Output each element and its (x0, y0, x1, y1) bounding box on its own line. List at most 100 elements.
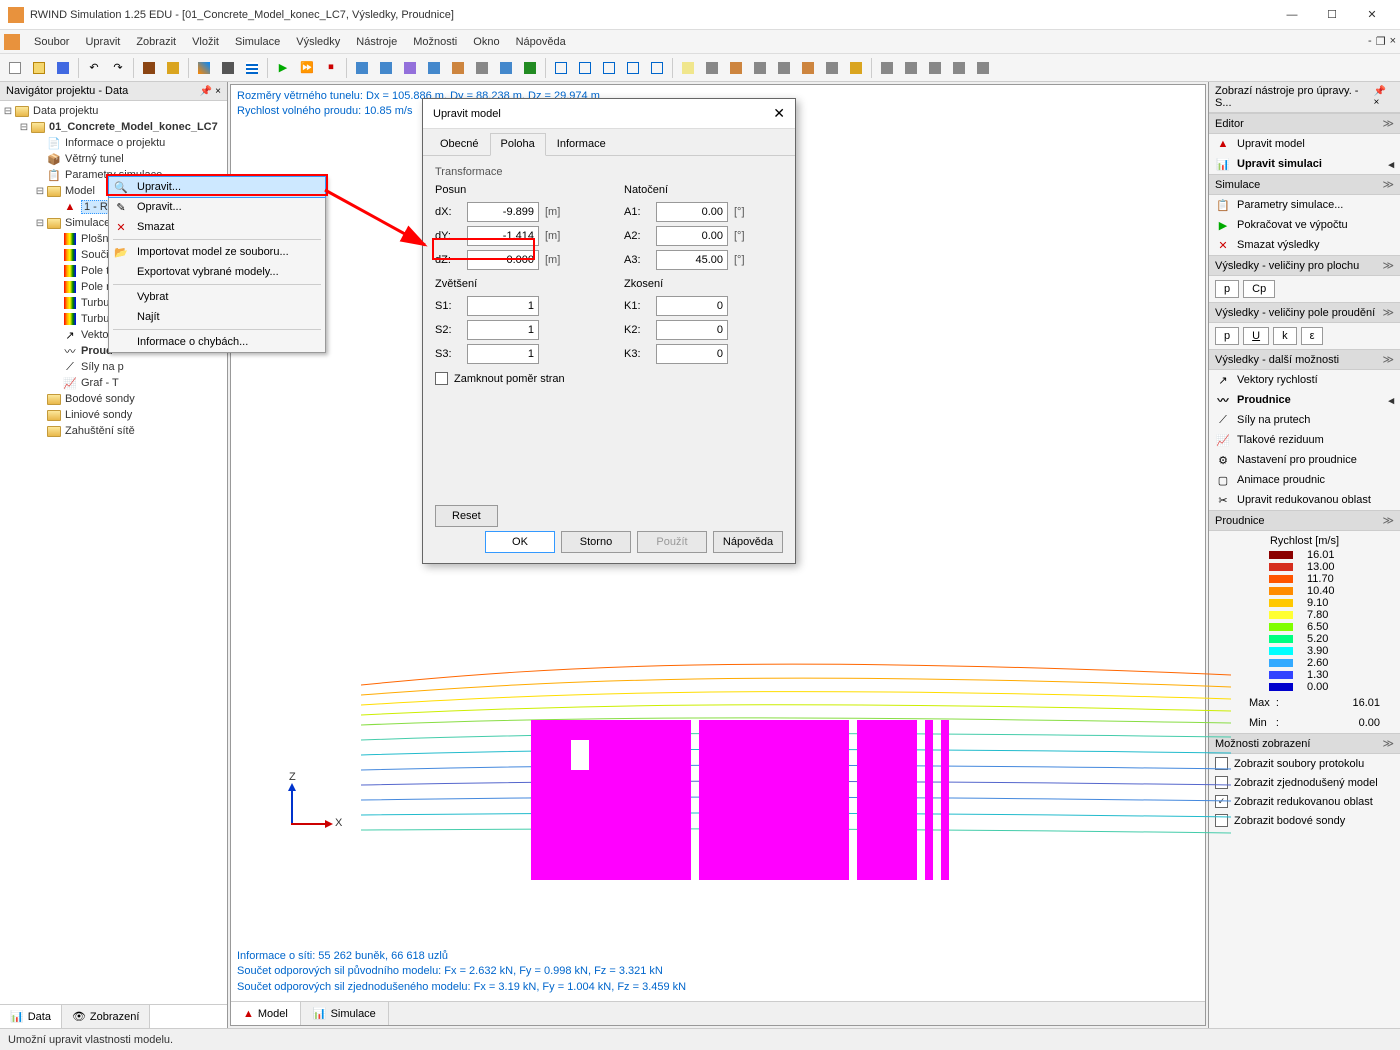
s3-input[interactable] (467, 344, 539, 364)
tb-v6[interactable] (471, 57, 493, 79)
k1-input[interactable] (656, 296, 728, 316)
rp-btn-p2[interactable]: p (1215, 327, 1239, 345)
tb-play[interactable]: ▶ (272, 57, 294, 79)
tb-m6[interactable] (797, 57, 819, 79)
tb-v1[interactable] (351, 57, 373, 79)
dlg-tab-informace[interactable]: Informace (546, 133, 617, 155)
tb-ax1[interactable] (550, 57, 572, 79)
mdi-close[interactable]: × (1390, 35, 1396, 48)
a1-input[interactable] (656, 202, 728, 222)
tb-v3[interactable] (399, 57, 421, 79)
mdi-minimize[interactable]: - (1368, 35, 1372, 48)
cm-chyby[interactable]: Informace o chybách... (109, 332, 325, 352)
rp-vys-proud-hdr[interactable]: Výsledky - veličiny pole proudění≫ (1209, 302, 1400, 323)
menu-upravit[interactable]: Upravit (77, 33, 128, 51)
tb-m7[interactable] (821, 57, 843, 79)
tree-tunnel[interactable]: Větrný tunel (65, 153, 124, 165)
rp-btn-cp[interactable]: Cp (1243, 280, 1275, 298)
pouzit-button[interactable]: Použít (637, 531, 707, 553)
tree-bodove[interactable]: Bodové sondy (65, 393, 135, 405)
rp-animace[interactable]: ▢Animace proudnic (1209, 470, 1400, 490)
menu-okno[interactable]: Okno (465, 33, 507, 51)
tb-ax5[interactable] (646, 57, 668, 79)
tb-ax4[interactable] (622, 57, 644, 79)
dlg-tab-obecne[interactable]: Obecné (429, 133, 490, 155)
menu-zobrazit[interactable]: Zobrazit (128, 33, 184, 51)
rp-upravit-red[interactable]: ✂Upravit redukovanou oblast (1209, 490, 1400, 510)
tree-model[interactable]: Model (65, 185, 95, 197)
tb-r5[interactable] (972, 57, 994, 79)
storno-button[interactable]: Storno (561, 531, 631, 553)
rp-btn-p1[interactable]: p (1215, 280, 1239, 298)
tb-ax3[interactable] (598, 57, 620, 79)
menu-soubor[interactable]: Soubor (26, 33, 77, 51)
rp-smazat[interactable]: ✕Smazat výsledky (1209, 235, 1400, 255)
tb-m3[interactable] (725, 57, 747, 79)
cm-najit[interactable]: Najít (109, 307, 325, 327)
tb-v8[interactable] (519, 57, 541, 79)
tb-m2[interactable] (701, 57, 723, 79)
rp-proudnice-hdr[interactable]: Proudnice≫ (1209, 510, 1400, 531)
rp-btn-u[interactable]: U (1243, 327, 1269, 345)
dialog-close-button[interactable]: ✕ (773, 105, 785, 122)
maximize-button[interactable]: ☐ (1312, 2, 1352, 28)
left-tab-zobrazeni[interactable]: 👁Zobrazení (62, 1005, 151, 1028)
tb-r3[interactable] (924, 57, 946, 79)
menu-moznosti[interactable]: Možnosti (405, 33, 465, 51)
tree-project[interactable]: 01_Concrete_Model_konec_LC7 (49, 121, 218, 133)
dlg-tab-poloha[interactable]: Poloha (490, 133, 546, 156)
rp-params[interactable]: 📋Parametry simulace... (1209, 195, 1400, 215)
cm-vybrat[interactable]: Vybrat (109, 287, 325, 307)
rp-simulace-hdr[interactable]: Simulace≫ (1209, 174, 1400, 195)
s2-input[interactable] (467, 320, 539, 340)
minimize-button[interactable]: — (1272, 2, 1312, 28)
tb-v5[interactable] (447, 57, 469, 79)
tree-graf[interactable]: Graf - T (81, 377, 119, 389)
dy-input[interactable] (467, 226, 539, 246)
mdi-restore[interactable]: ❐ (1376, 35, 1386, 48)
rp-sily-prutech[interactable]: ⟋Síly na prutech (1209, 410, 1400, 430)
tb-ax2[interactable] (574, 57, 596, 79)
tb-v4[interactable] (423, 57, 445, 79)
rp-upravit-model[interactable]: ▲Upravit model (1209, 134, 1400, 154)
tb-btn1[interactable] (138, 57, 160, 79)
dx-input[interactable] (467, 202, 539, 222)
vp-tab-simulace[interactable]: 📊Simulace (301, 1002, 389, 1025)
rp-pokracovat[interactable]: ▶Pokračovat ve výpočtu (1209, 215, 1400, 235)
cm-upravit[interactable]: 🔍Upravit... (108, 176, 326, 198)
tb-open[interactable] (28, 57, 50, 79)
ok-button[interactable]: OK (485, 531, 555, 553)
rp-vys-dalsi-hdr[interactable]: Výsledky - další možnosti≫ (1209, 349, 1400, 370)
tb-v2[interactable] (375, 57, 397, 79)
pin-icon[interactable]: 📌 × (200, 86, 221, 97)
vp-tab-model[interactable]: ▲Model (231, 1002, 301, 1025)
chk-zjed[interactable]: Zobrazit zjednodušený model (1209, 773, 1400, 792)
tree-info[interactable]: Informace o projektu (65, 137, 165, 149)
tb-m4[interactable] (749, 57, 771, 79)
rp-upravit-sim[interactable]: 📊Upravit simulaci◂ (1209, 154, 1400, 174)
tb-m5[interactable] (773, 57, 795, 79)
menu-nastroje[interactable]: Nástroje (348, 33, 405, 51)
rp-nastaveni[interactable]: ⚙Nastavení pro proudnice (1209, 450, 1400, 470)
cm-export[interactable]: Exportovat vybrané modely... (109, 262, 325, 282)
tree-zahusteni[interactable]: Zahuštění sítě (65, 425, 135, 437)
tb-stop[interactable]: ⏹ (320, 57, 342, 79)
dz-input[interactable] (467, 250, 539, 270)
tb-r1[interactable] (876, 57, 898, 79)
menu-vysledky[interactable]: Výsledky (288, 33, 348, 51)
rp-btn-k[interactable]: k (1273, 327, 1297, 345)
chk-protokol[interactable]: Zobrazit soubory protokolu (1209, 754, 1400, 773)
rp-tlakove[interactable]: 📈Tlakové reziduum (1209, 430, 1400, 450)
tb-grid3[interactable] (241, 57, 263, 79)
tb-m1[interactable] (677, 57, 699, 79)
lock-aspect-checkbox[interactable]: Zamknout poměr stran (435, 372, 594, 385)
tree-sily[interactable]: Síly na p (81, 361, 124, 373)
tb-m8[interactable] (845, 57, 867, 79)
a2-input[interactable] (656, 226, 728, 246)
k3-input[interactable] (656, 344, 728, 364)
close-button[interactable]: ✕ (1352, 2, 1392, 28)
dialog-titlebar[interactable]: Upravit model ✕ (423, 99, 795, 129)
rp-btn-e[interactable]: ε (1301, 327, 1324, 345)
cm-smazat[interactable]: ✕Smazat (109, 217, 325, 237)
tb-undo[interactable]: ↶ (83, 57, 105, 79)
